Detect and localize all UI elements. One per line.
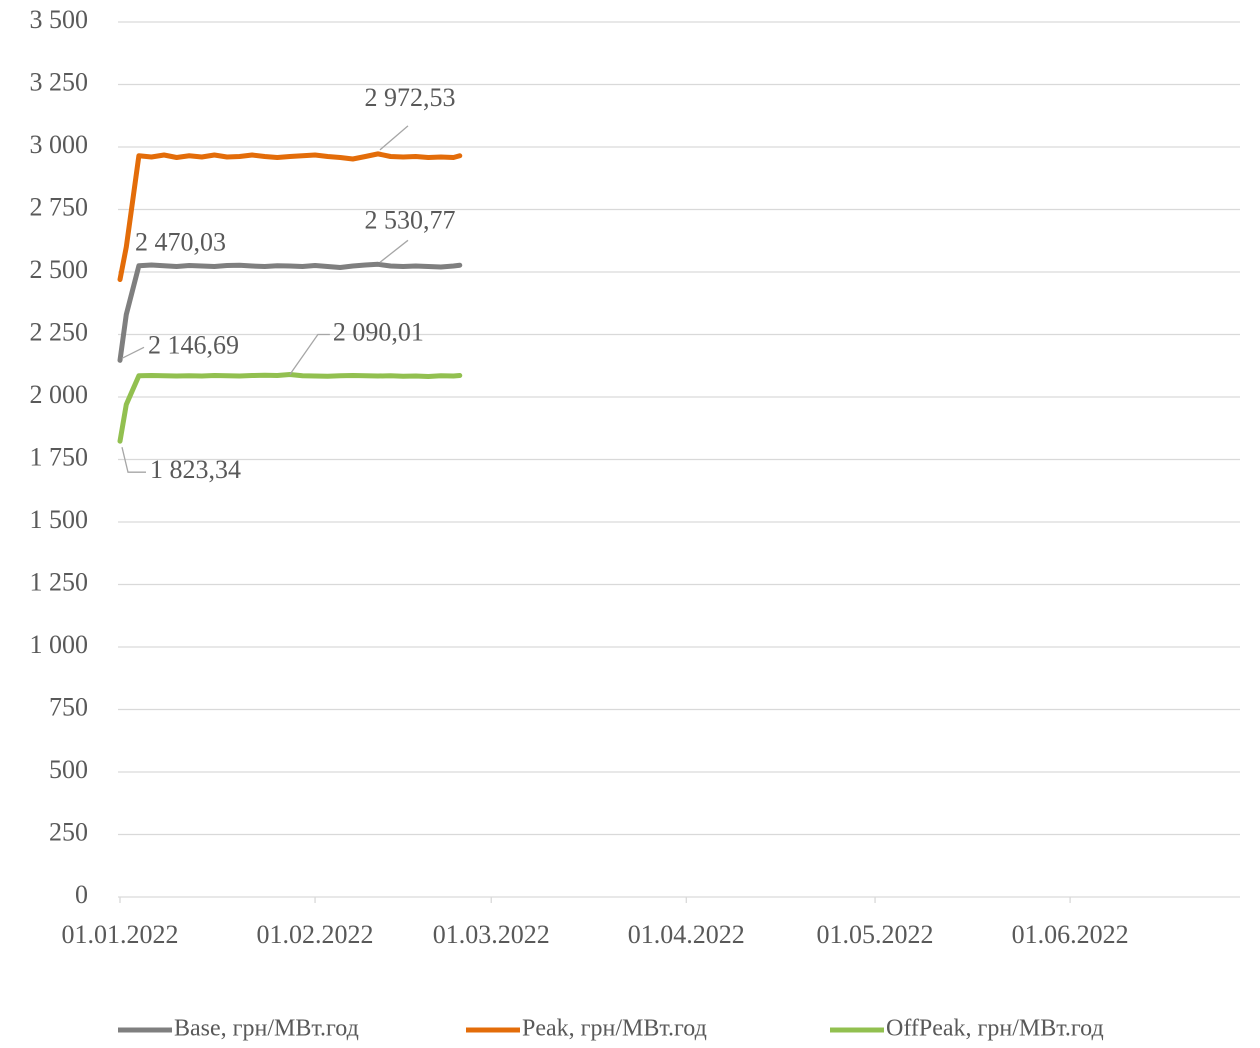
label-leader (289, 333, 330, 375)
y-tick-label: 2 750 (30, 192, 89, 221)
data-label: 2 470,03 (135, 227, 226, 256)
label-leader (379, 239, 409, 263)
series-line (117, 151, 463, 282)
data-label: 1 823,34 (150, 455, 241, 484)
y-tick-label: 2 250 (30, 317, 89, 346)
y-tick-label: 0 (75, 880, 88, 909)
data-label: 2 530,77 (364, 205, 455, 234)
y-tick-label: 2 000 (30, 380, 89, 409)
x-tick-label: 01.04.2022 (628, 920, 745, 949)
y-tick-label: 750 (49, 692, 88, 721)
data-label: 2 972,53 (364, 83, 455, 112)
label-leader (121, 447, 146, 473)
legend-label: Peak, грн/МВт.год (522, 1016, 707, 1042)
data-label: 2 090,01 (333, 317, 424, 346)
y-tick-label: 1 750 (30, 442, 89, 471)
x-tick-label: 01.01.2022 (62, 920, 179, 949)
y-tick-label: 1 250 (30, 567, 89, 596)
data-label: 2 146,69 (148, 330, 239, 359)
x-tick-label: 01.06.2022 (1012, 920, 1129, 949)
y-tick-label: 1 000 (30, 630, 89, 659)
label-leader (379, 125, 409, 151)
series-line (117, 371, 463, 444)
x-tick-label: 01.03.2022 (433, 920, 550, 949)
y-tick-label: 2 500 (30, 255, 89, 284)
x-tick-label: 01.02.2022 (257, 920, 374, 949)
legend-label: Base, грн/МВт.год (174, 1016, 359, 1042)
y-tick-label: 3 500 (30, 5, 89, 34)
y-tick-label: 3 250 (30, 67, 89, 96)
y-tick-label: 500 (49, 755, 88, 784)
y-tick-label: 250 (49, 817, 88, 846)
y-tick-label: 3 000 (30, 130, 89, 159)
x-tick-label: 01.05.2022 (817, 920, 934, 949)
label-leader (121, 346, 145, 359)
legend-label: OffPeak, грн/МВт.год (886, 1016, 1104, 1042)
series-line (117, 261, 463, 363)
y-tick-label: 1 500 (30, 505, 89, 534)
